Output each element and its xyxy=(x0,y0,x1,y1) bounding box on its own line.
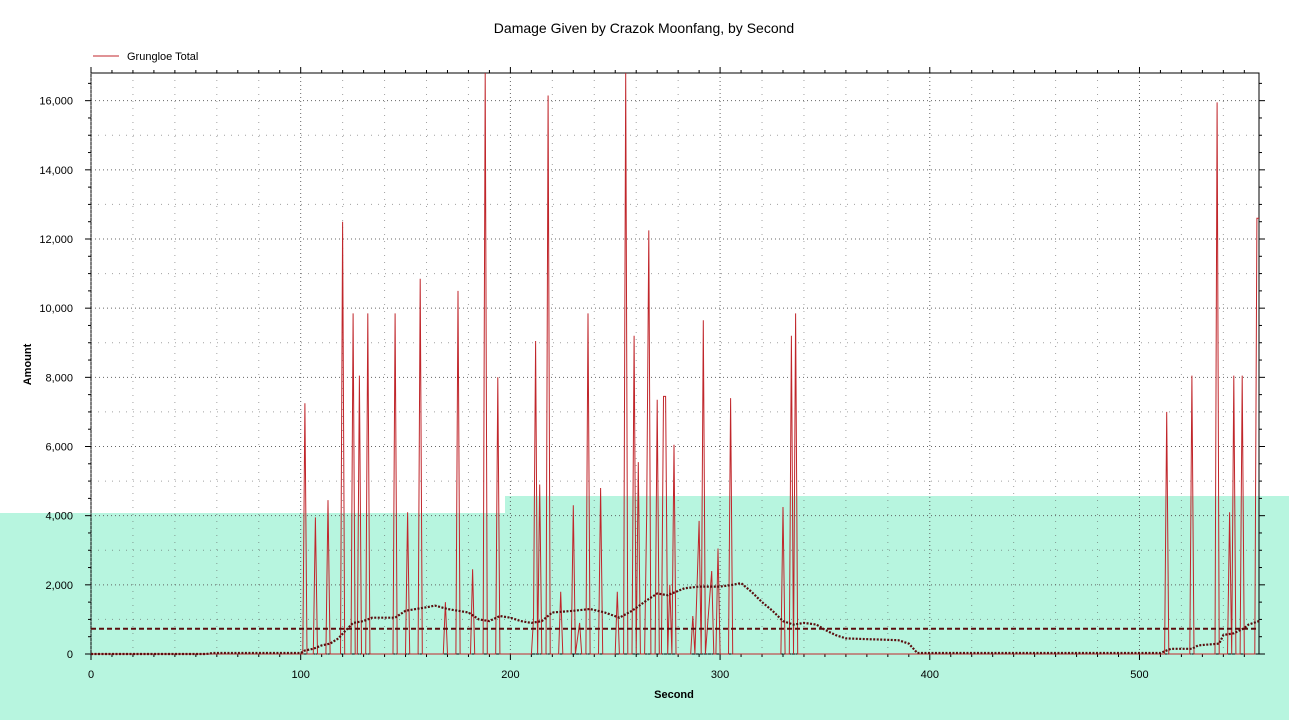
y-tick-label: 2,000 xyxy=(45,580,73,592)
x-tick-label: 300 xyxy=(711,669,729,681)
x-axis-ticks: 0 100 200 300 400 500 xyxy=(88,67,1245,681)
y-axis-label: Amount xyxy=(22,343,34,385)
y-tick-label: 16,000 xyxy=(39,96,73,108)
y-tick-label: 14,000 xyxy=(39,165,73,177)
x-tick-label: 0 xyxy=(88,669,94,681)
x-tick-label: 100 xyxy=(292,669,310,681)
chart-title: Damage Given by Crazok Moonfang, by Seco… xyxy=(494,20,794,36)
y-tick-label: 4,000 xyxy=(45,511,73,523)
y-axis-ticks: 0 2,000 4,000 6,000 8,000 10,000 12,000 14,000 1… xyxy=(39,82,1265,661)
x-tick-label: 400 xyxy=(921,669,939,681)
y-tick-label: 6,000 xyxy=(45,442,73,454)
background-band-shape xyxy=(0,496,1289,720)
legend: Grungloe Total xyxy=(93,51,198,63)
series-layer xyxy=(91,72,1260,656)
x-axis-label: Second xyxy=(654,689,694,701)
x-tick-label: 200 xyxy=(501,669,519,681)
running-average-line xyxy=(91,581,1260,656)
y-tick-label: 0 xyxy=(67,649,73,661)
y-tick-label: 8,000 xyxy=(45,372,73,384)
legend-label: Grungloe Total xyxy=(127,51,198,63)
series-line-grungloe-total xyxy=(91,72,1259,655)
background-band xyxy=(0,496,1289,720)
y-tick-label: 10,000 xyxy=(39,303,73,315)
y-tick-label: 12,000 xyxy=(39,234,73,246)
x-tick-label: 500 xyxy=(1130,669,1148,681)
